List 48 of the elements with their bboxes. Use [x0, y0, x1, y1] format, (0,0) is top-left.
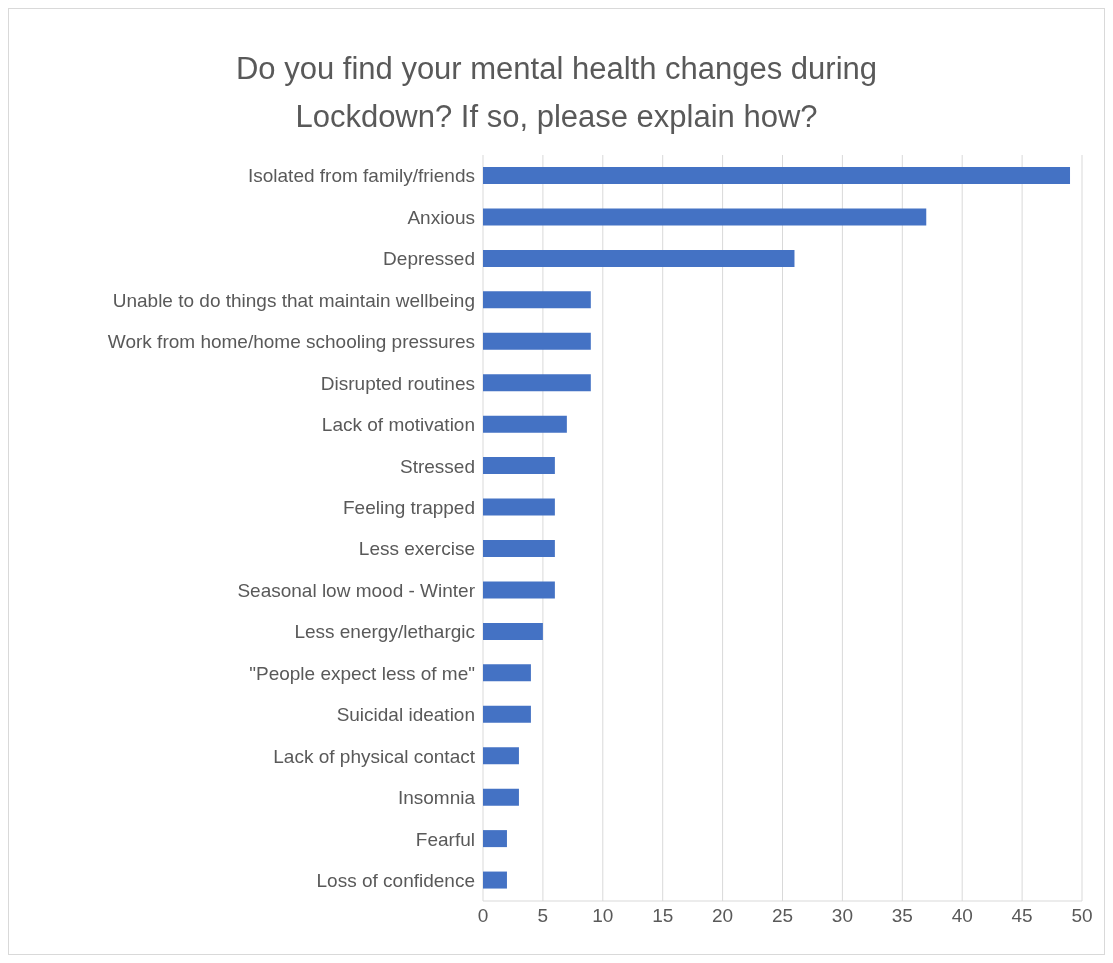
x-tick-label: 15 — [652, 905, 674, 927]
bar — [483, 498, 555, 516]
bar — [483, 249, 795, 267]
y-tick-label: Isolated from family/friends — [247, 165, 475, 187]
x-tick-label: 0 — [477, 905, 489, 927]
y-tick-label: Fearful — [415, 828, 475, 850]
bar — [483, 622, 543, 640]
bar — [483, 291, 591, 309]
bar — [483, 581, 555, 599]
bar — [483, 374, 591, 392]
y-tick-label: Seasonal low mood - Winter — [237, 579, 476, 601]
x-tick-label: 30 — [831, 905, 853, 927]
y-tick-label: Lack of motivation — [321, 414, 475, 436]
bar — [483, 415, 567, 433]
y-tick-label: Stressed — [400, 455, 475, 477]
bar — [483, 830, 507, 848]
bar — [483, 747, 519, 765]
chart-title: Do you find your mental health changes during Lockdown? If so, please explain how? — [234, 50, 879, 136]
bar — [483, 208, 927, 226]
bar — [483, 457, 555, 475]
y-tick-label: Suicidal ideation — [336, 704, 475, 726]
x-tick-label: 10 — [592, 905, 614, 927]
bar — [483, 167, 1071, 184]
bar — [483, 705, 531, 723]
x-tick-label: 45 — [1011, 905, 1033, 927]
y-tick-label: Feeling trapped — [342, 497, 475, 519]
y-tick-label: Disrupted routines — [320, 372, 475, 394]
x-tick-label: 5 — [537, 905, 549, 927]
y-tick-label: Less energy/lethargic — [294, 621, 475, 643]
y-tick-label: Work from home/home schooling pressures — [107, 331, 475, 353]
bar — [483, 788, 519, 806]
y-tick-label: Insomnia — [397, 787, 476, 809]
x-tick-label: 50 — [1071, 905, 1093, 927]
bar — [483, 871, 507, 889]
y-tick-label: Depressed — [383, 248, 475, 270]
bar — [483, 332, 591, 350]
y-tick-label: Loss of confidence — [316, 870, 475, 892]
x-tick-label: 40 — [951, 905, 973, 927]
x-tick-label: 35 — [891, 905, 913, 927]
x-tick-label: 25 — [771, 905, 794, 927]
bar — [483, 540, 555, 557]
x-tick-label: 20 — [712, 905, 734, 927]
y-tick-label: Anxious — [407, 206, 475, 228]
y-tick-label: "People expect less of me" — [249, 662, 475, 684]
y-tick-label: Unable to do things that maintain wellbeing — [112, 289, 475, 311]
y-tick-label: Less exercise — [358, 538, 475, 560]
y-tick-label: Lack of physical contact — [273, 745, 476, 767]
bar — [483, 664, 531, 682]
